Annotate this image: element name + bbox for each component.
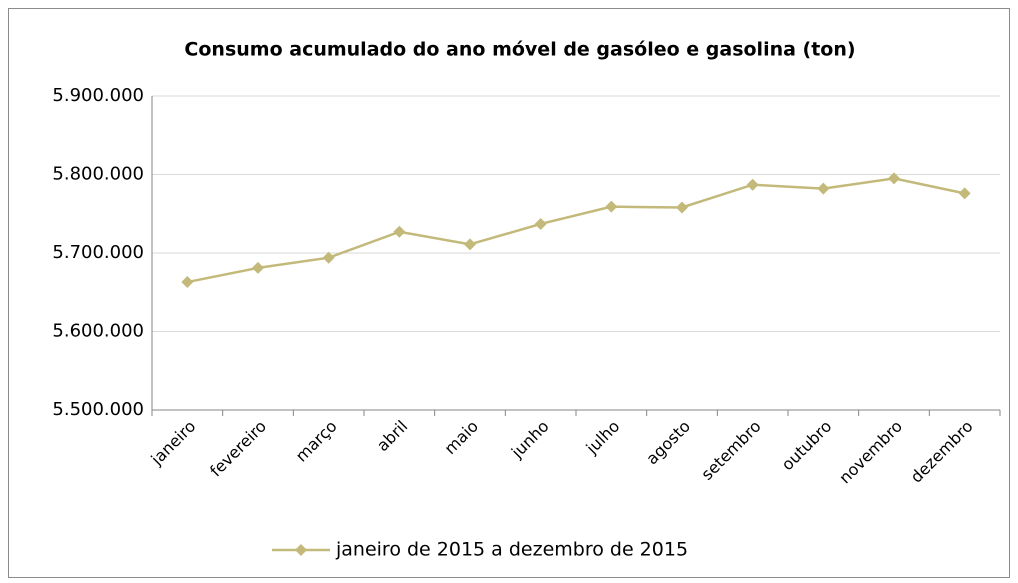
legend-label: janeiro de 2015 a dezembro de 2015 — [335, 539, 688, 561]
marker — [322, 251, 335, 264]
y-tick-label: 5.600.000 — [52, 321, 144, 342]
marker — [181, 276, 194, 289]
y-tick-label: 5.500.000 — [52, 399, 144, 420]
marker — [676, 201, 688, 214]
marker — [958, 187, 971, 200]
marker — [295, 544, 307, 556]
marker — [817, 182, 830, 195]
chart-title: Consumo acumulado do ano móvel de gasóle… — [184, 39, 855, 61]
marker — [393, 225, 406, 238]
y-tick-label: 5.700.000 — [52, 242, 144, 263]
marker — [534, 217, 547, 230]
marker — [746, 178, 759, 191]
y-tick-label: 5.800.000 — [52, 164, 144, 185]
marker — [252, 261, 264, 274]
marker — [464, 238, 476, 251]
series-line — [187, 177, 965, 284]
y-tick-label: 5.900.000 — [52, 85, 144, 106]
marker — [888, 172, 900, 185]
marker — [605, 200, 618, 213]
chart-border — [8, 8, 1010, 578]
